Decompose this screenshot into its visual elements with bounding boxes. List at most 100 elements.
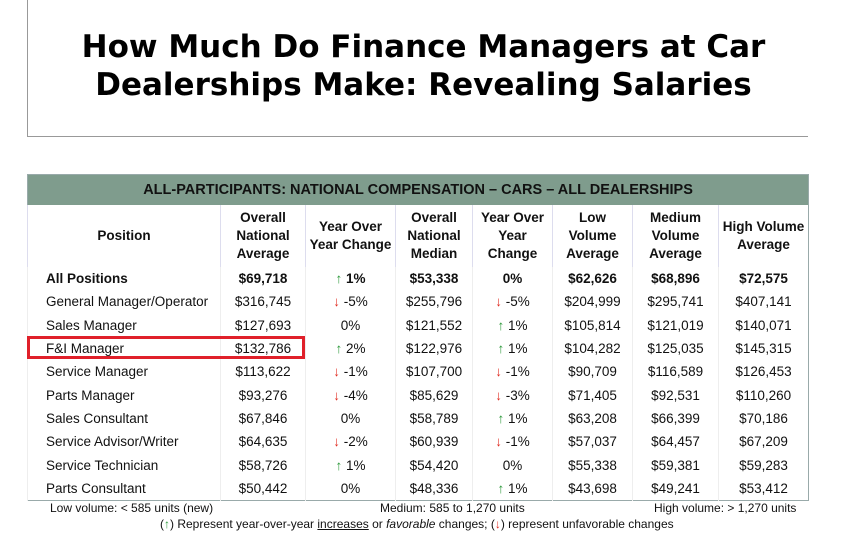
page-title: How Much Do Finance Managers at Car Deal…: [81, 29, 766, 103]
legend-text: ) represent unfavorable changes: [500, 517, 674, 531]
change-arrow: ↓: [333, 434, 340, 450]
change-value: 1%: [508, 480, 528, 496]
change-value: 2%: [346, 341, 366, 357]
change-arrow: ↓: [495, 434, 502, 450]
compensation-table: ALL-PARTICIPANTS: NATIONAL COMPENSATION …: [27, 174, 810, 501]
table-row: Service Advisor/Writer $64,635 ↓ -2% $60,93…: [27, 430, 809, 454]
highlight-box: [27, 336, 305, 359]
change-value: -1%: [343, 364, 368, 380]
change-value: -1%: [505, 434, 530, 450]
change-value: -1%: [505, 364, 530, 380]
change-cell: ↓ -2%: [305, 430, 396, 454]
value-cell: $116,589: [632, 360, 719, 384]
position-cell: Sales Consultant: [27, 406, 221, 431]
value-cell: $121,019: [632, 313, 719, 337]
change-cell: ↓ -5%: [305, 290, 396, 314]
change-arrow: ↓: [333, 364, 340, 380]
value-cell: $104,282: [552, 336, 633, 361]
position-cell: All Positions: [27, 267, 221, 291]
note-medium: Medium: 585 to 1,270 units: [380, 501, 525, 515]
value-cell: $48,336: [395, 476, 473, 501]
change-cell: ↑ 2%: [305, 336, 396, 361]
change-cell: ↑ 1%: [472, 476, 553, 501]
value-cell: $145,315: [717, 336, 809, 361]
change-value: 1%: [346, 457, 366, 473]
change-arrow: ↑: [497, 410, 505, 426]
value-cell: $49,241: [632, 476, 719, 501]
column-header: Medium Volume Average: [632, 205, 719, 267]
position-cell: F&I Manager: [27, 336, 221, 361]
value-cell: $63,208: [552, 406, 633, 431]
change-value: 1%: [508, 317, 528, 333]
value-cell: 0%: [305, 313, 396, 337]
table-row: Parts Manager $93,276 ↓ -4% $85,629 ↓ -3% $71…: [27, 383, 809, 407]
value-cell: $110,260: [717, 383, 809, 407]
change-cell: ↓ -4%: [305, 383, 396, 407]
value-cell: $127,693: [220, 313, 306, 337]
table-row: F&I Manager $132,786 ↑ 2% $122,976 ↑ 1% $104,…: [27, 336, 809, 361]
value-cell: $55,338: [552, 453, 633, 477]
table-row: Sales Manager $127,693 0% $121,552 ↑ 1% $105,…: [27, 313, 809, 337]
legend-text: changes; (: [435, 517, 495, 531]
value-cell: $59,381: [632, 453, 719, 477]
position-cell: Service Manager: [27, 360, 221, 384]
title-box: How Much Do Finance Managers at Car Deal…: [27, 0, 808, 137]
value-cell: 0%: [305, 406, 396, 431]
value-cell: $43,698: [552, 476, 633, 501]
value-cell: $140,071: [717, 313, 809, 337]
change-arrow: ↑: [335, 341, 343, 357]
change-arrow: ↓: [495, 364, 502, 380]
table-caption: ALL-PARTICIPANTS: NATIONAL COMPENSATION …: [27, 174, 809, 205]
value-cell: $59,283: [717, 453, 809, 477]
value-cell: $407,141: [717, 290, 809, 314]
column-header-row: Position Overall National Average Year Ove…: [27, 205, 809, 267]
value-cell: 0%: [472, 453, 553, 477]
value-cell: $54,420: [395, 453, 473, 477]
column-header: Low Volume Average: [552, 205, 633, 267]
column-header: High Volume Average: [717, 205, 809, 267]
value-cell: $105,814: [552, 313, 633, 337]
column-header: Overall National Median: [395, 205, 473, 267]
table-row: Service Manager $113,622 ↓ -1% $107,700 ↓ -1…: [27, 360, 809, 384]
value-cell: $295,741: [632, 290, 719, 314]
note-legend: (↑) Represent year-over-year increases o…: [160, 517, 674, 531]
value-cell: $122,976: [395, 336, 473, 361]
change-value: -4%: [343, 387, 368, 403]
column-header: Overall National Average: [220, 205, 306, 267]
change-cell: ↑ 1%: [305, 453, 396, 477]
position-cell: Service Technician: [27, 453, 221, 477]
change-cell: ↓ -1%: [472, 430, 553, 454]
position-cell: Parts Manager: [27, 383, 221, 407]
column-header: Year Over Year Change: [472, 205, 553, 267]
change-value: 1%: [346, 271, 366, 287]
change-arrow: ↓: [333, 387, 340, 403]
legend-text: ) Represent year-over-year: [170, 517, 318, 531]
column-header: Year Over Year Change: [305, 205, 396, 267]
value-cell: $92,531: [632, 383, 719, 407]
value-cell: $125,035: [632, 336, 719, 361]
legend-text: ↓: [494, 517, 501, 531]
legend-text: ↑: [164, 517, 170, 531]
legend-text: or: [368, 517, 387, 531]
change-arrow: ↓: [333, 294, 340, 310]
value-cell: 0%: [472, 267, 553, 291]
value-cell: $50,442: [220, 476, 306, 501]
value-cell: $316,745: [220, 290, 306, 314]
position-cell: Service Advisor/Writer: [27, 430, 221, 454]
change-arrow: ↑: [497, 341, 505, 357]
value-cell: $53,338: [395, 267, 473, 291]
table-body: All Positions $69,718 ↑ 1% $53,338 0% $62,626…: [27, 267, 809, 501]
change-cell: ↓ -1%: [472, 360, 553, 384]
position-cell: Sales Manager: [27, 313, 221, 337]
change-cell: ↑ 1%: [472, 406, 553, 431]
position-cell: Parts Consultant: [27, 476, 221, 501]
note-high: High volume: > 1,270 units: [654, 501, 797, 515]
change-cell: ↑ 1%: [305, 267, 396, 291]
change-value: -5%: [505, 294, 530, 310]
value-cell: $71,405: [552, 383, 633, 407]
change-cell: ↓ -1%: [305, 360, 396, 384]
change-arrow: ↓: [495, 387, 502, 403]
value-cell: $64,457: [632, 430, 719, 454]
change-arrow: ↑: [497, 480, 505, 496]
